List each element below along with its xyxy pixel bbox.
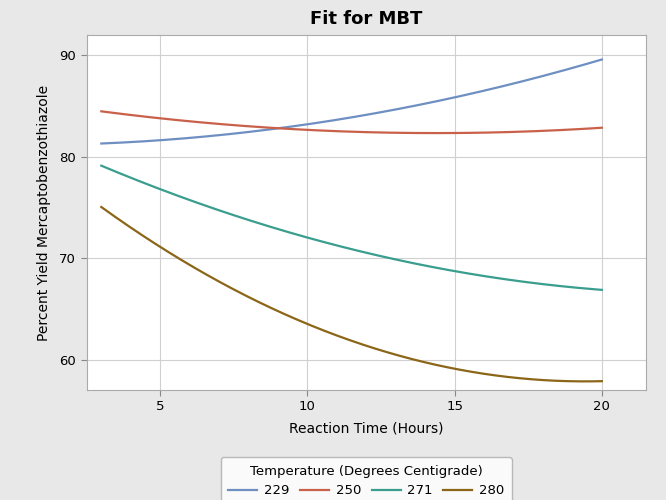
271: [507, 277, 515, 283]
229: [507, 81, 515, 87]
271: [338, 244, 346, 250]
Y-axis label: Percent Yield Mercaptobenzothiazole: Percent Yield Mercaptobenzothiazole: [37, 84, 51, 340]
280: [581, 378, 589, 384]
280: [507, 374, 515, 380]
250: [432, 130, 440, 136]
229: [395, 106, 403, 112]
250: [509, 129, 517, 135]
280: [587, 378, 595, 384]
250: [587, 126, 595, 132]
250: [335, 128, 343, 134]
229: [368, 111, 376, 117]
Line: 280: 280: [101, 207, 602, 382]
280: [338, 334, 346, 340]
250: [395, 130, 403, 136]
271: [335, 243, 343, 249]
Title: Fit for MBT: Fit for MBT: [310, 10, 422, 28]
229: [598, 56, 606, 62]
280: [368, 344, 376, 350]
271: [586, 286, 594, 292]
271: [97, 162, 105, 168]
280: [335, 334, 343, 340]
Line: 229: 229: [101, 60, 602, 144]
250: [598, 124, 606, 130]
229: [338, 116, 346, 122]
280: [395, 352, 403, 358]
229: [335, 116, 343, 122]
280: [598, 378, 606, 384]
Line: 271: 271: [101, 166, 602, 290]
271: [598, 287, 606, 293]
Legend: 229, 250, 271, 280: 229, 250, 271, 280: [220, 457, 512, 500]
250: [97, 108, 105, 114]
229: [586, 60, 594, 66]
250: [368, 130, 376, 136]
Line: 250: 250: [101, 112, 602, 133]
271: [368, 251, 376, 257]
250: [338, 128, 346, 134]
229: [97, 140, 105, 146]
271: [395, 257, 403, 263]
X-axis label: Reaction Time (Hours): Reaction Time (Hours): [289, 422, 444, 436]
280: [97, 204, 105, 210]
